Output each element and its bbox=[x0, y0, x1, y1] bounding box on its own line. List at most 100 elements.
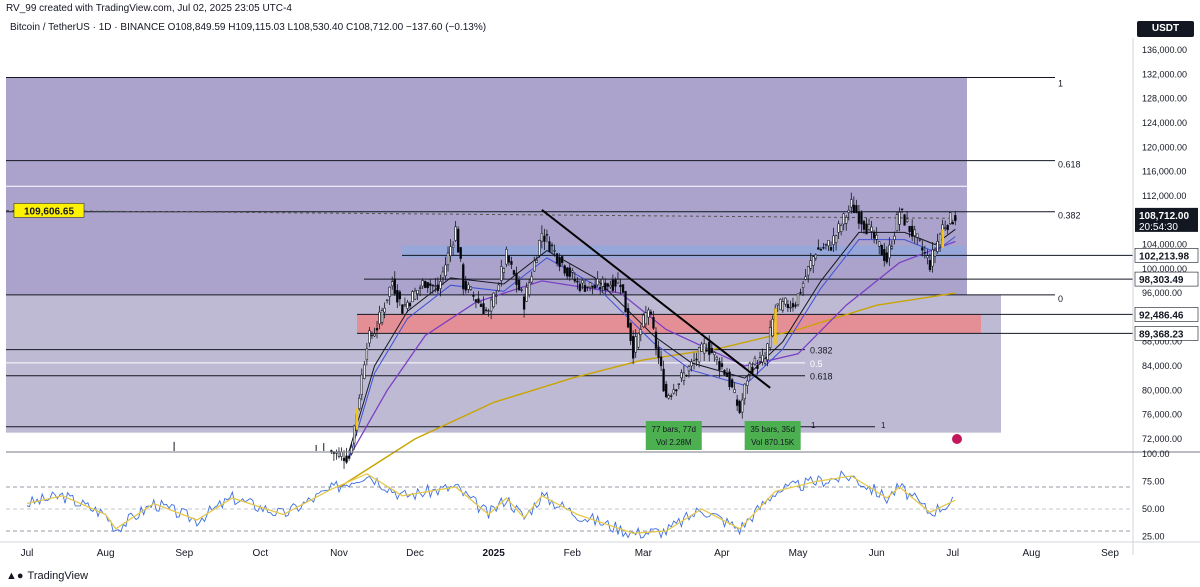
candle-body bbox=[365, 348, 369, 361]
currency-badge[interactable]: USDT bbox=[1137, 21, 1194, 37]
candle-body bbox=[799, 292, 802, 294]
candle-body bbox=[375, 328, 379, 331]
candle-body bbox=[449, 246, 452, 257]
candle-body bbox=[888, 244, 891, 259]
tradingview-logo[interactable]: ▲● TradingView bbox=[6, 570, 88, 582]
fib-level-label: 0.382 bbox=[1058, 211, 1081, 221]
candle-body bbox=[786, 304, 790, 309]
candle-body bbox=[761, 354, 764, 363]
candle-body bbox=[482, 303, 485, 315]
candle-body bbox=[730, 379, 734, 388]
candle-body bbox=[436, 284, 440, 292]
candle-body bbox=[525, 286, 528, 302]
measure-label-box bbox=[744, 421, 801, 450]
fib-level-label: 0.618 bbox=[1058, 160, 1081, 170]
small-marker-label: 1 bbox=[881, 421, 886, 430]
candle-body bbox=[540, 233, 544, 242]
candle-body bbox=[670, 395, 673, 397]
candle-body bbox=[477, 298, 480, 304]
countdown-text: 20:54:30 bbox=[1139, 222, 1178, 233]
candle-body bbox=[829, 246, 833, 251]
candle-body bbox=[872, 231, 876, 239]
candle-body bbox=[484, 309, 488, 312]
candle-body bbox=[946, 225, 949, 231]
candle-body bbox=[812, 256, 815, 266]
measure-label-vol: Vol 870.15K bbox=[751, 438, 795, 447]
candle-body bbox=[718, 360, 721, 370]
candle-body bbox=[593, 284, 597, 289]
candle-body bbox=[659, 356, 663, 367]
candle-body bbox=[697, 347, 701, 363]
candle-body bbox=[581, 280, 584, 284]
measure-label-bars: 35 bars, 35d bbox=[750, 425, 794, 434]
candle-body bbox=[345, 455, 348, 463]
candle-body bbox=[373, 333, 376, 337]
candle-body bbox=[429, 283, 432, 286]
candle-body bbox=[527, 282, 531, 296]
candle-body bbox=[806, 266, 810, 276]
ema-black-line bbox=[348, 228, 956, 452]
candle-body bbox=[713, 352, 716, 356]
time-axis-label: Apr bbox=[714, 548, 730, 559]
candle-body bbox=[895, 214, 899, 232]
candle-body bbox=[522, 296, 526, 310]
candle-body bbox=[855, 205, 858, 214]
candle-body bbox=[406, 301, 409, 309]
candle-body bbox=[642, 314, 645, 327]
candle-body bbox=[675, 389, 678, 392]
rsi-tick-label: 25.00 bbox=[1142, 532, 1165, 542]
price-tick-label: 120,000.00 bbox=[1142, 142, 1187, 152]
candle-body bbox=[426, 282, 429, 289]
candle-body bbox=[804, 276, 807, 280]
candle-body bbox=[459, 247, 462, 259]
rsi-tick-label: 75.00 bbox=[1142, 477, 1165, 487]
candle-body bbox=[505, 249, 508, 265]
candle-body bbox=[875, 234, 878, 240]
candle-body bbox=[634, 336, 637, 353]
candle-body bbox=[753, 357, 757, 365]
candle-body bbox=[462, 264, 465, 290]
candle-body bbox=[548, 241, 551, 252]
time-axis-label: May bbox=[789, 548, 808, 559]
candle-body bbox=[413, 290, 417, 300]
time-axis-label: Feb bbox=[564, 548, 582, 559]
candle-body bbox=[748, 362, 752, 375]
price-axis-bg bbox=[1133, 38, 1200, 542]
time-axis-label: Nov bbox=[330, 548, 348, 559]
price-axis-tag bbox=[1134, 307, 1199, 322]
price-tick-label: 112,000.00 bbox=[1142, 191, 1186, 201]
candle-body bbox=[817, 247, 820, 250]
candle-body bbox=[631, 336, 635, 359]
price-tick-label: 136,000.00 bbox=[1142, 45, 1187, 55]
candle-body bbox=[391, 281, 394, 287]
candle-body bbox=[639, 329, 642, 336]
candle-body bbox=[609, 284, 612, 288]
candle-body bbox=[758, 357, 762, 362]
candle-body bbox=[664, 383, 668, 398]
candle-body bbox=[497, 284, 500, 291]
candle-body bbox=[819, 248, 823, 251]
candle-body bbox=[411, 291, 414, 303]
candle-body bbox=[543, 235, 546, 242]
symbol-ohlc-line[interactable]: Bitcoin / TetherUS · 1D · BINANCE O108,8… bbox=[10, 22, 487, 33]
candle-body bbox=[860, 211, 863, 225]
candle-body bbox=[441, 271, 445, 279]
candle-body bbox=[629, 322, 632, 342]
price-axis-tag bbox=[1134, 271, 1199, 287]
candle-body bbox=[954, 215, 957, 222]
candle-body bbox=[680, 372, 683, 379]
candle-body bbox=[393, 278, 396, 294]
price-tick-label: 128,000.00 bbox=[1142, 94, 1187, 104]
candle-body bbox=[794, 304, 797, 307]
candle-body bbox=[388, 286, 391, 297]
candle-body bbox=[916, 233, 919, 238]
candle-body bbox=[685, 374, 688, 377]
candle-body bbox=[370, 334, 374, 337]
candle-body bbox=[751, 366, 754, 373]
candle-body bbox=[507, 255, 511, 263]
candle-body bbox=[647, 309, 650, 318]
candle-body bbox=[601, 279, 604, 287]
candle-body bbox=[479, 303, 483, 308]
candle-body bbox=[512, 270, 516, 275]
